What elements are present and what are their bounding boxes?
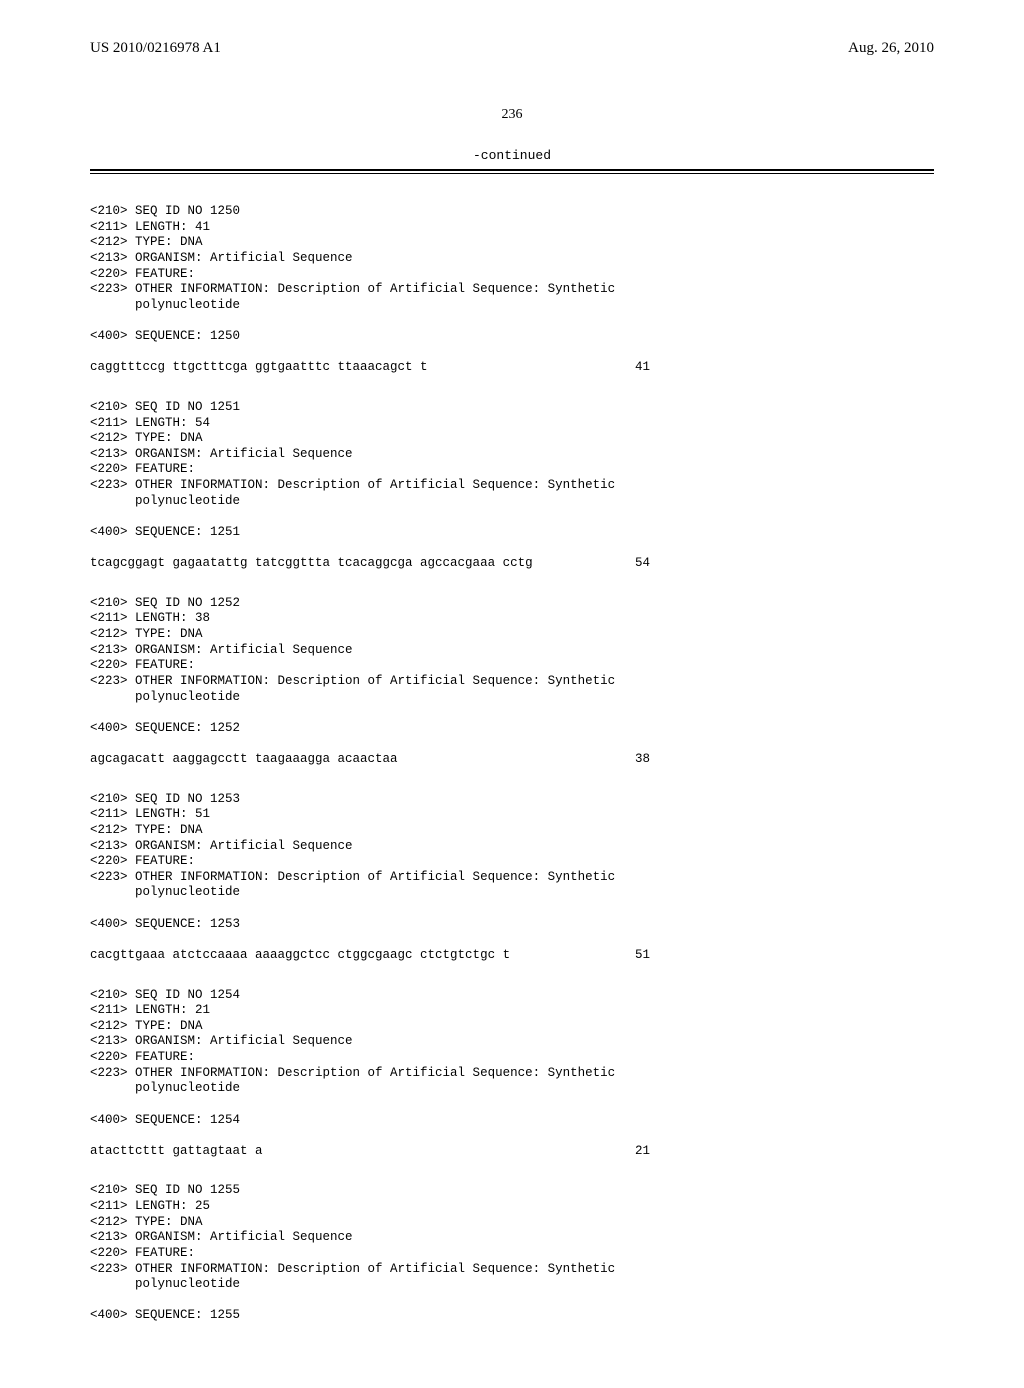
meta-line: <223> OTHER INFORMATION: Description of … bbox=[90, 1262, 934, 1278]
meta-line: polynucleotide bbox=[90, 690, 934, 706]
sequence-text: cacgttgaaa atctccaaaa aaaaggctcc ctggcga… bbox=[90, 948, 510, 964]
sequence-text: caggtttccg ttgctttcga ggtgaatttc ttaaaca… bbox=[90, 360, 428, 376]
sequence-length: 38 bbox=[635, 752, 650, 768]
sequence-text: agcagacatt aaggagcctt taagaaagga acaacta… bbox=[90, 752, 398, 768]
meta-line: <213> ORGANISM: Artificial Sequence bbox=[90, 643, 934, 659]
meta-line: <223> OTHER INFORMATION: Description of … bbox=[90, 282, 934, 298]
sequence-line: cacgttgaaa atctccaaaa aaaaggctcc ctggcga… bbox=[90, 948, 650, 964]
meta-line: <210> SEQ ID NO 1250 bbox=[90, 204, 934, 220]
sequence-label: <400> SEQUENCE: 1252 bbox=[90, 721, 934, 737]
sequence-line: caggtttccg ttgctttcga ggtgaatttc ttaaaca… bbox=[90, 360, 650, 376]
continued-label: -continued bbox=[90, 148, 934, 163]
meta-line: <220> FEATURE: bbox=[90, 658, 934, 674]
meta-line: <212> TYPE: DNA bbox=[90, 823, 934, 839]
sequence-label: <400> SEQUENCE: 1251 bbox=[90, 525, 934, 541]
meta-line: <220> FEATURE: bbox=[90, 854, 934, 870]
sequence-length: 51 bbox=[635, 948, 650, 964]
meta-line: <213> ORGANISM: Artificial Sequence bbox=[90, 447, 934, 463]
sequence-listing: <210> SEQ ID NO 1250<211> LENGTH: 41<212… bbox=[90, 204, 934, 1324]
meta-line: <212> TYPE: DNA bbox=[90, 1215, 934, 1231]
sequence-length: 21 bbox=[635, 1144, 650, 1160]
sequence-entry: <210> SEQ ID NO 1250<211> LENGTH: 41<212… bbox=[90, 204, 934, 376]
meta-line: <211> LENGTH: 41 bbox=[90, 220, 934, 236]
meta-line: <213> ORGANISM: Artificial Sequence bbox=[90, 839, 934, 855]
sequence-label: <400> SEQUENCE: 1253 bbox=[90, 917, 934, 933]
meta-line: <220> FEATURE: bbox=[90, 1246, 934, 1262]
meta-line: <213> ORGANISM: Artificial Sequence bbox=[90, 1230, 934, 1246]
meta-line: <210> SEQ ID NO 1253 bbox=[90, 792, 934, 808]
sequence-line: tcagcggagt gagaatattg tatcggttta tcacagg… bbox=[90, 556, 650, 572]
meta-line: <223> OTHER INFORMATION: Description of … bbox=[90, 674, 934, 690]
sequence-length: 41 bbox=[635, 360, 650, 376]
divider-top bbox=[90, 169, 934, 171]
sequence-line: agcagacatt aaggagcctt taagaaagga acaacta… bbox=[90, 752, 650, 768]
sequence-entry: <210> SEQ ID NO 1252<211> LENGTH: 38<212… bbox=[90, 596, 934, 768]
meta-line: <212> TYPE: DNA bbox=[90, 235, 934, 251]
publication-date: Aug. 26, 2010 bbox=[848, 40, 934, 57]
meta-line: <210> SEQ ID NO 1254 bbox=[90, 988, 934, 1004]
meta-line: <210> SEQ ID NO 1255 bbox=[90, 1183, 934, 1199]
page-number: 236 bbox=[90, 107, 934, 123]
sequence-entry: <210> SEQ ID NO 1253<211> LENGTH: 51<212… bbox=[90, 792, 934, 964]
meta-line: <223> OTHER INFORMATION: Description of … bbox=[90, 478, 934, 494]
sequence-text: tcagcggagt gagaatattg tatcggttta tcacagg… bbox=[90, 556, 533, 572]
sequence-text: atacttcttt gattagtaat a bbox=[90, 1144, 263, 1160]
meta-line: polynucleotide bbox=[90, 494, 934, 510]
meta-line: <212> TYPE: DNA bbox=[90, 627, 934, 643]
publication-number: US 2010/0216978 A1 bbox=[90, 40, 221, 57]
sequence-entry: <210> SEQ ID NO 1255<211> LENGTH: 25<212… bbox=[90, 1183, 934, 1324]
sequence-label: <400> SEQUENCE: 1254 bbox=[90, 1113, 934, 1129]
meta-line: <223> OTHER INFORMATION: Description of … bbox=[90, 1066, 934, 1082]
meta-line: <210> SEQ ID NO 1251 bbox=[90, 400, 934, 416]
meta-line: <212> TYPE: DNA bbox=[90, 1019, 934, 1035]
meta-line: <212> TYPE: DNA bbox=[90, 431, 934, 447]
meta-line: polynucleotide bbox=[90, 1277, 934, 1293]
sequence-length: 54 bbox=[635, 556, 650, 572]
meta-line: <213> ORGANISM: Artificial Sequence bbox=[90, 251, 934, 267]
meta-line: <211> LENGTH: 21 bbox=[90, 1003, 934, 1019]
sequence-label: <400> SEQUENCE: 1255 bbox=[90, 1308, 934, 1324]
meta-line: <223> OTHER INFORMATION: Description of … bbox=[90, 870, 934, 886]
sequence-entry: <210> SEQ ID NO 1251<211> LENGTH: 54<212… bbox=[90, 400, 934, 572]
meta-line: polynucleotide bbox=[90, 1081, 934, 1097]
meta-line: <211> LENGTH: 54 bbox=[90, 416, 934, 432]
meta-line: <211> LENGTH: 38 bbox=[90, 611, 934, 627]
meta-line: polynucleotide bbox=[90, 298, 934, 314]
divider-top-thin bbox=[90, 173, 934, 174]
meta-line: polynucleotide bbox=[90, 885, 934, 901]
meta-line: <220> FEATURE: bbox=[90, 1050, 934, 1066]
page-header: US 2010/0216978 A1 Aug. 26, 2010 bbox=[90, 40, 934, 57]
meta-line: <220> FEATURE: bbox=[90, 267, 934, 283]
sequence-label: <400> SEQUENCE: 1250 bbox=[90, 329, 934, 345]
meta-line: <211> LENGTH: 25 bbox=[90, 1199, 934, 1215]
sequence-entry: <210> SEQ ID NO 1254<211> LENGTH: 21<212… bbox=[90, 988, 934, 1160]
meta-line: <220> FEATURE: bbox=[90, 462, 934, 478]
meta-line: <211> LENGTH: 51 bbox=[90, 807, 934, 823]
meta-line: <213> ORGANISM: Artificial Sequence bbox=[90, 1034, 934, 1050]
meta-line: <210> SEQ ID NO 1252 bbox=[90, 596, 934, 612]
sequence-line: atacttcttt gattagtaat a 21 bbox=[90, 1144, 650, 1160]
